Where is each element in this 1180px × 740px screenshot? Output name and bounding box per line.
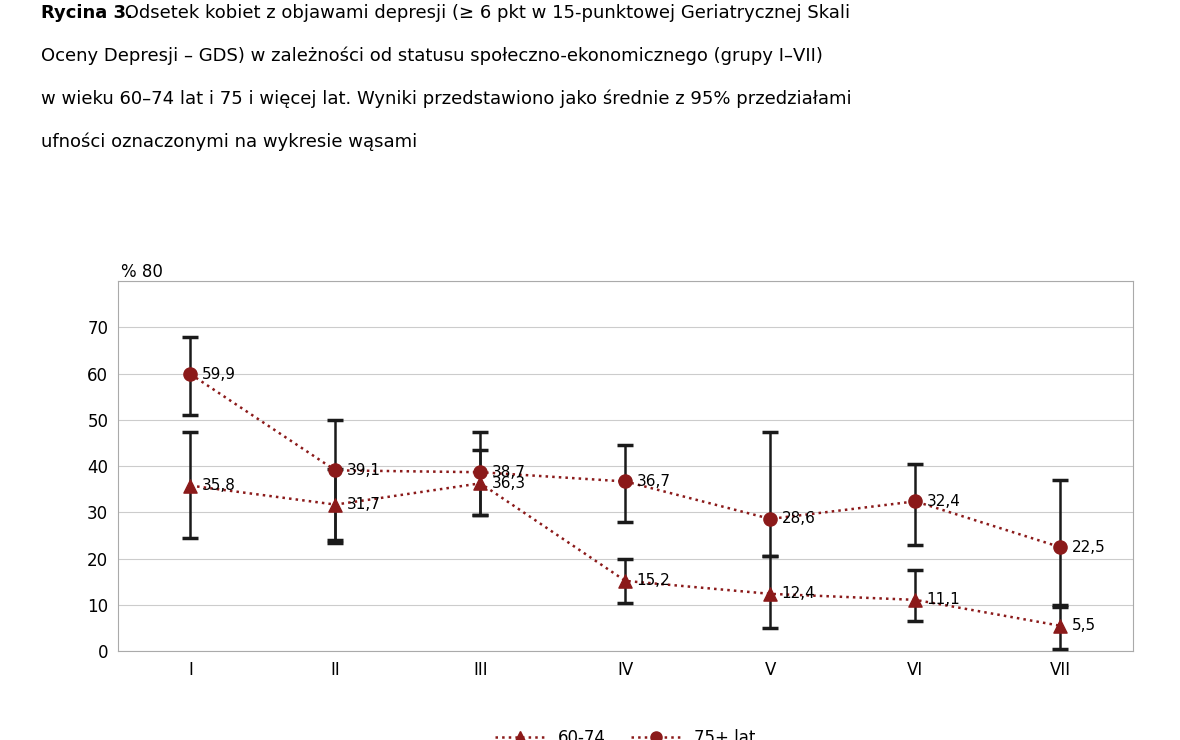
Text: 39,1: 39,1 (347, 462, 381, 478)
Point (471, 477, 490, 489)
Text: w wieku 60–74 lat i 75 i więcej lat. Wyniki przedstawiono jako średnie z 95% prz: w wieku 60–74 lat i 75 i więcej lat. Wyn… (41, 90, 852, 108)
Text: 38,7: 38,7 (492, 465, 525, 480)
Point (181, 369, 199, 380)
Point (761, 513, 780, 525)
Point (1051, 541, 1070, 553)
Point (906, 594, 925, 606)
Text: ufności oznaczonymi na wykresie wąsami: ufności oznaczonymi na wykresie wąsami (41, 132, 418, 151)
Text: 35,8: 35,8 (202, 478, 236, 493)
Text: Odsetek kobiet z objawami depresji (≥ 6 pkt w 15-punktowej Geriatrycznej Skali: Odsetek kobiet z objawami depresji (≥ 6 … (119, 4, 851, 21)
Text: 59,9: 59,9 (202, 366, 236, 382)
Point (761, 588, 780, 599)
Text: 11,1: 11,1 (926, 592, 961, 608)
Text: 15,2: 15,2 (636, 574, 670, 588)
Legend: 60-74, 75+ lat: 60-74, 75+ lat (489, 722, 762, 740)
Text: 32,4: 32,4 (926, 494, 961, 509)
Text: Oceny Depresji – GDS) w zależności od statusu społeczno-ekonomicznego (grupy I–V: Oceny Depresji – GDS) w zależności od st… (41, 47, 824, 65)
Point (906, 496, 925, 508)
Text: 31,7: 31,7 (347, 497, 380, 512)
Point (1051, 620, 1070, 632)
Text: 36,3: 36,3 (492, 476, 525, 491)
Text: 36,7: 36,7 (636, 474, 670, 489)
Point (616, 575, 635, 587)
Text: 5,5: 5,5 (1071, 618, 1095, 633)
Text: % 80: % 80 (120, 263, 163, 281)
Point (471, 466, 490, 478)
Text: Rycina 3.: Rycina 3. (41, 4, 133, 21)
Point (181, 480, 199, 491)
Text: 28,6: 28,6 (781, 511, 815, 526)
Point (616, 476, 635, 488)
Point (326, 465, 345, 477)
Point (326, 499, 345, 511)
Text: 12,4: 12,4 (781, 586, 815, 602)
Text: 22,5: 22,5 (1071, 539, 1106, 555)
